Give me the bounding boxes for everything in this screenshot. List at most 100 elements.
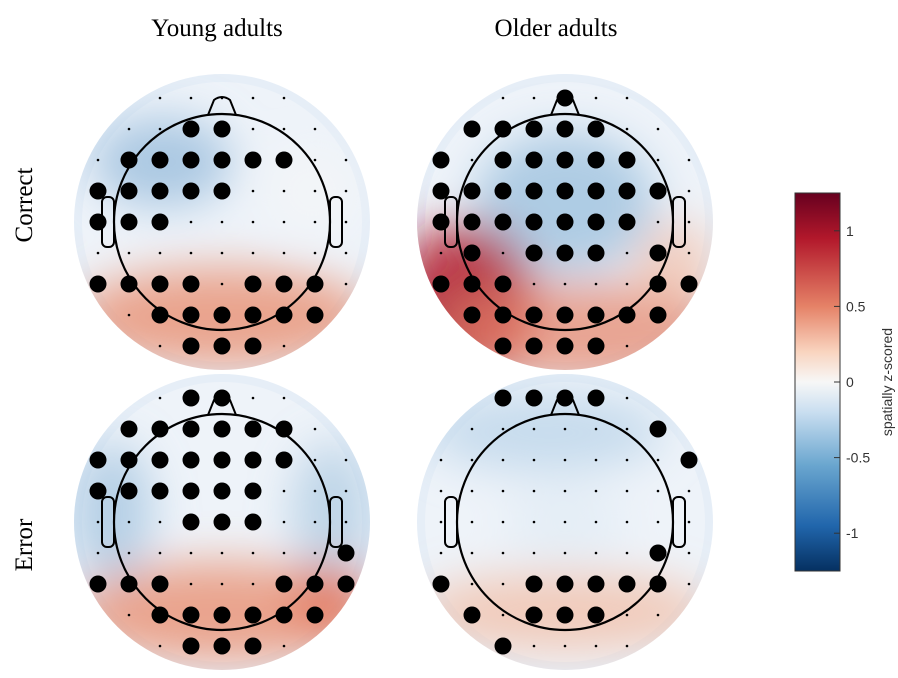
- topoplot: [74, 74, 370, 370]
- electrode: [594, 282, 598, 286]
- significant-electrode: [182, 637, 200, 655]
- significant-electrode: [618, 575, 636, 593]
- significant-electrode: [463, 306, 481, 324]
- electrode: [158, 551, 162, 555]
- significant-electrode: [618, 306, 636, 324]
- electrode: [251, 251, 255, 255]
- electrode: [687, 551, 691, 555]
- electrode: [220, 582, 224, 586]
- electrode: [344, 251, 348, 255]
- significant-electrode: [587, 120, 605, 138]
- significant-electrode: [213, 482, 231, 500]
- electrode: [532, 282, 536, 286]
- electrode: [220, 251, 224, 255]
- significant-electrode: [213, 306, 231, 324]
- significant-electrode: [494, 389, 512, 407]
- significant-electrode: [244, 513, 262, 531]
- significant-electrode: [244, 337, 262, 355]
- electrode: [470, 551, 474, 555]
- significant-electrode: [587, 151, 605, 169]
- electrode: [625, 551, 629, 555]
- significant-electrode: [213, 337, 231, 355]
- electrode: [687, 489, 691, 493]
- significant-electrode: [182, 337, 200, 355]
- colorbar-axis: -1 -0.5 0 0.5 1: [834, 223, 870, 541]
- electrode: [127, 520, 131, 524]
- electrode: [189, 582, 193, 586]
- colorbar-tick-label: 1: [846, 223, 854, 239]
- electrode: [470, 458, 474, 462]
- electrode: [687, 158, 691, 162]
- significant-electrode: [525, 575, 543, 593]
- significant-electrode: [244, 420, 262, 438]
- colorbar: [794, 192, 841, 572]
- row-title: Correct: [11, 167, 38, 242]
- significant-electrode: [182, 482, 200, 500]
- electrode: [313, 189, 317, 193]
- significant-electrode: [151, 482, 169, 500]
- significant-electrode: [182, 606, 200, 624]
- electrode: [313, 251, 317, 255]
- electrode: [127, 251, 131, 255]
- significant-electrode: [525, 213, 543, 231]
- significant-electrode: [244, 606, 262, 624]
- electrode: [96, 251, 100, 255]
- electrode: [625, 458, 629, 462]
- topoplot: [417, 74, 713, 370]
- significant-electrode: [120, 182, 138, 200]
- significant-electrode: [432, 182, 450, 200]
- electrode: [563, 458, 567, 462]
- significant-electrode: [556, 151, 574, 169]
- significant-electrode: [89, 575, 107, 593]
- electrode: [158, 396, 162, 400]
- head: [112, 412, 332, 632]
- electrode: [439, 251, 443, 255]
- electrode: [687, 520, 691, 524]
- electrode: [656, 613, 660, 617]
- significant-electrode: [649, 182, 667, 200]
- electrode: [501, 551, 505, 555]
- electrode: [282, 220, 286, 224]
- electrode: [501, 520, 505, 524]
- significant-electrode: [587, 606, 605, 624]
- significant-electrode: [587, 337, 605, 355]
- electrode: [189, 551, 193, 555]
- significant-electrode: [649, 275, 667, 293]
- significant-electrode: [337, 544, 355, 562]
- electrode: [127, 313, 131, 317]
- significant-electrode: [151, 575, 169, 593]
- significant-electrode: [182, 120, 200, 138]
- electrode: [282, 251, 286, 255]
- electrode: [251, 582, 255, 586]
- significant-electrode: [618, 213, 636, 231]
- significant-electrode: [649, 575, 667, 593]
- significant-electrode: [89, 182, 107, 200]
- electrode: [282, 396, 286, 400]
- significant-electrode: [244, 637, 262, 655]
- significant-electrode: [120, 275, 138, 293]
- significant-electrode: [182, 275, 200, 293]
- significant-electrode: [275, 575, 293, 593]
- electrode: [158, 96, 162, 100]
- significant-electrode: [463, 275, 481, 293]
- electrode: [313, 551, 317, 555]
- significant-electrode: [213, 182, 231, 200]
- significant-electrode: [525, 337, 543, 355]
- heat-blob: [292, 442, 370, 582]
- significant-electrode: [306, 275, 324, 293]
- significant-electrode: [89, 482, 107, 500]
- significant-electrode: [182, 389, 200, 407]
- significant-electrode: [151, 182, 169, 200]
- electrode: [220, 96, 224, 100]
- electrode: [158, 251, 162, 255]
- electrode: [687, 582, 691, 586]
- electrode: [439, 458, 443, 462]
- electrode: [313, 127, 317, 131]
- electrode: [282, 489, 286, 493]
- significant-electrode: [587, 182, 605, 200]
- electrode: [687, 189, 691, 193]
- significant-electrode: [151, 213, 169, 231]
- significant-electrode: [244, 306, 262, 324]
- electrode: [563, 644, 567, 648]
- electrode: [189, 251, 193, 255]
